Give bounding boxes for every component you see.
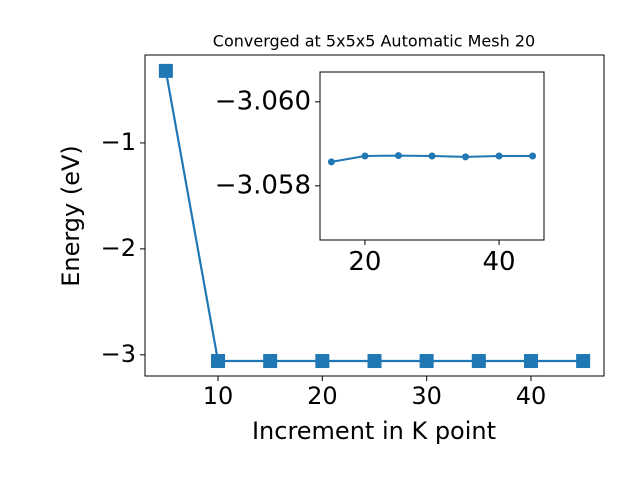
x-tick-label: 20 — [348, 247, 381, 277]
chart-title: Converged at 5x5x5 Automatic Mesh 20 — [213, 32, 535, 51]
y-tick-label: −2 — [101, 234, 136, 262]
x-tick-label: 40 — [483, 247, 516, 277]
y-axis-label: Energy (eV) — [57, 145, 85, 287]
x-tick-label: 20 — [307, 382, 338, 410]
marker — [158, 63, 173, 78]
x-axis-label: Increment in K point — [252, 417, 496, 445]
marker — [367, 354, 382, 369]
x-tick-label: 40 — [516, 382, 547, 410]
marker — [576, 354, 591, 369]
y-tick-label: −3.058 — [215, 170, 311, 200]
marker — [462, 153, 470, 161]
y-tick-label: −3 — [101, 340, 136, 368]
marker — [495, 152, 503, 160]
marker — [211, 354, 226, 369]
marker — [529, 152, 537, 160]
marker — [315, 354, 330, 369]
marker — [471, 354, 486, 369]
marker — [263, 354, 278, 369]
marker — [361, 152, 369, 160]
x-tick-label: 10 — [203, 382, 234, 410]
marker — [428, 152, 436, 160]
marker — [394, 152, 402, 160]
marker — [327, 158, 335, 166]
marker — [419, 354, 434, 369]
y-tick-label: −1 — [101, 128, 136, 156]
marker — [523, 354, 538, 369]
x-tick-label: 30 — [411, 382, 442, 410]
y-tick-label: −3.060 — [215, 86, 311, 116]
